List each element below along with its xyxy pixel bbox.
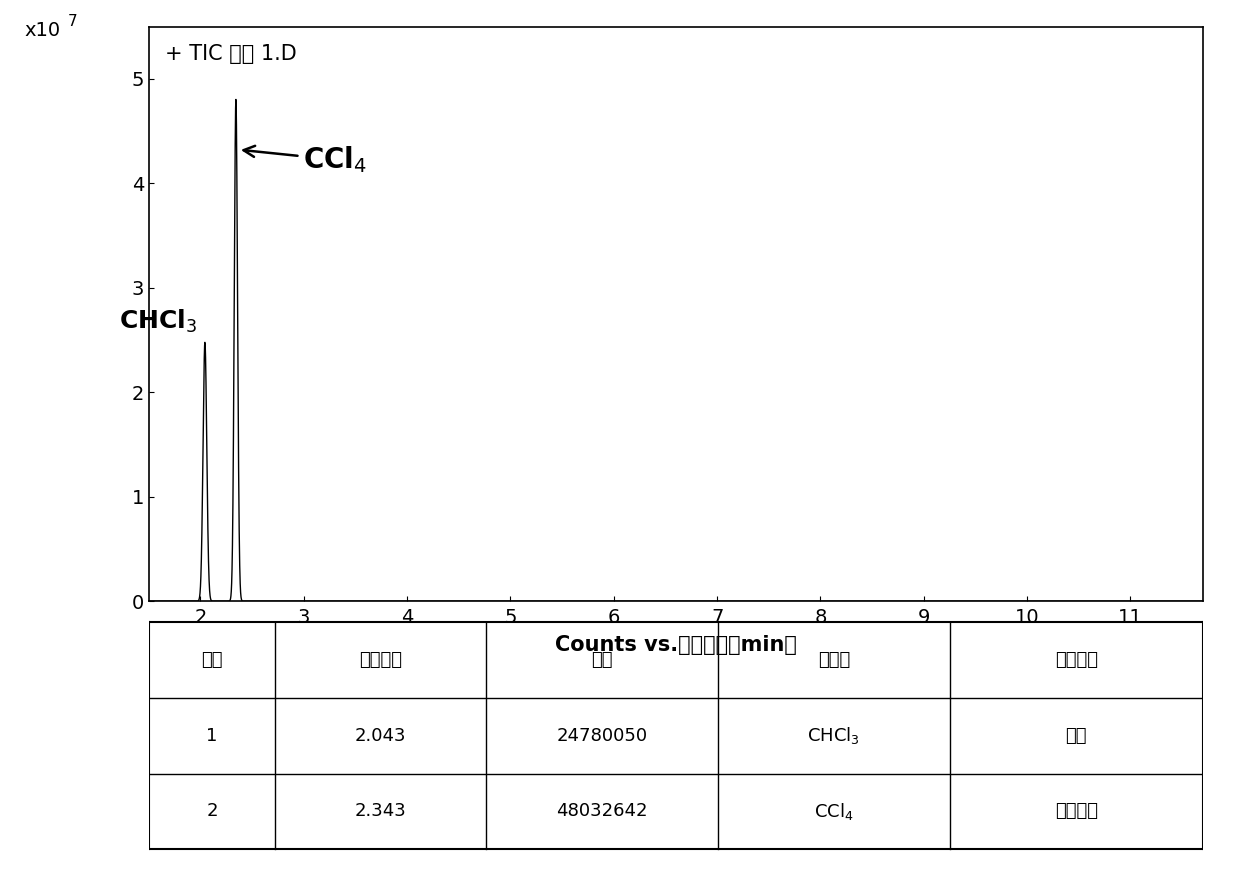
Text: 1: 1 <box>206 726 218 745</box>
Text: 四氯化碳: 四氯化碳 <box>1055 803 1097 821</box>
Text: CHCl$_3$: CHCl$_3$ <box>119 308 197 335</box>
Text: 分子式: 分子式 <box>817 651 851 669</box>
Text: 物质名称: 物质名称 <box>1055 651 1097 669</box>
Text: 峰高: 峰高 <box>591 651 613 669</box>
Text: 48032642: 48032642 <box>557 803 647 821</box>
Text: 2: 2 <box>206 803 218 821</box>
Text: 7: 7 <box>68 14 78 29</box>
Text: 24780050: 24780050 <box>557 726 647 745</box>
X-axis label: Counts vs.采集时间（min）: Counts vs.采集时间（min） <box>554 636 797 655</box>
Text: 峰号: 峰号 <box>201 651 223 669</box>
Text: 氯仿: 氯仿 <box>1065 726 1087 745</box>
Text: CCl$_4$: CCl$_4$ <box>243 144 367 175</box>
Text: CCl$_4$: CCl$_4$ <box>815 801 853 822</box>
Text: + TIC 扫描 1.D: + TIC 扫描 1.D <box>165 44 296 64</box>
Text: 2.043: 2.043 <box>355 726 407 745</box>
Text: x10: x10 <box>25 21 61 40</box>
Text: 保留时间: 保留时间 <box>360 651 402 669</box>
Text: CHCl$_3$: CHCl$_3$ <box>807 725 861 746</box>
Text: 2.343: 2.343 <box>355 803 407 821</box>
